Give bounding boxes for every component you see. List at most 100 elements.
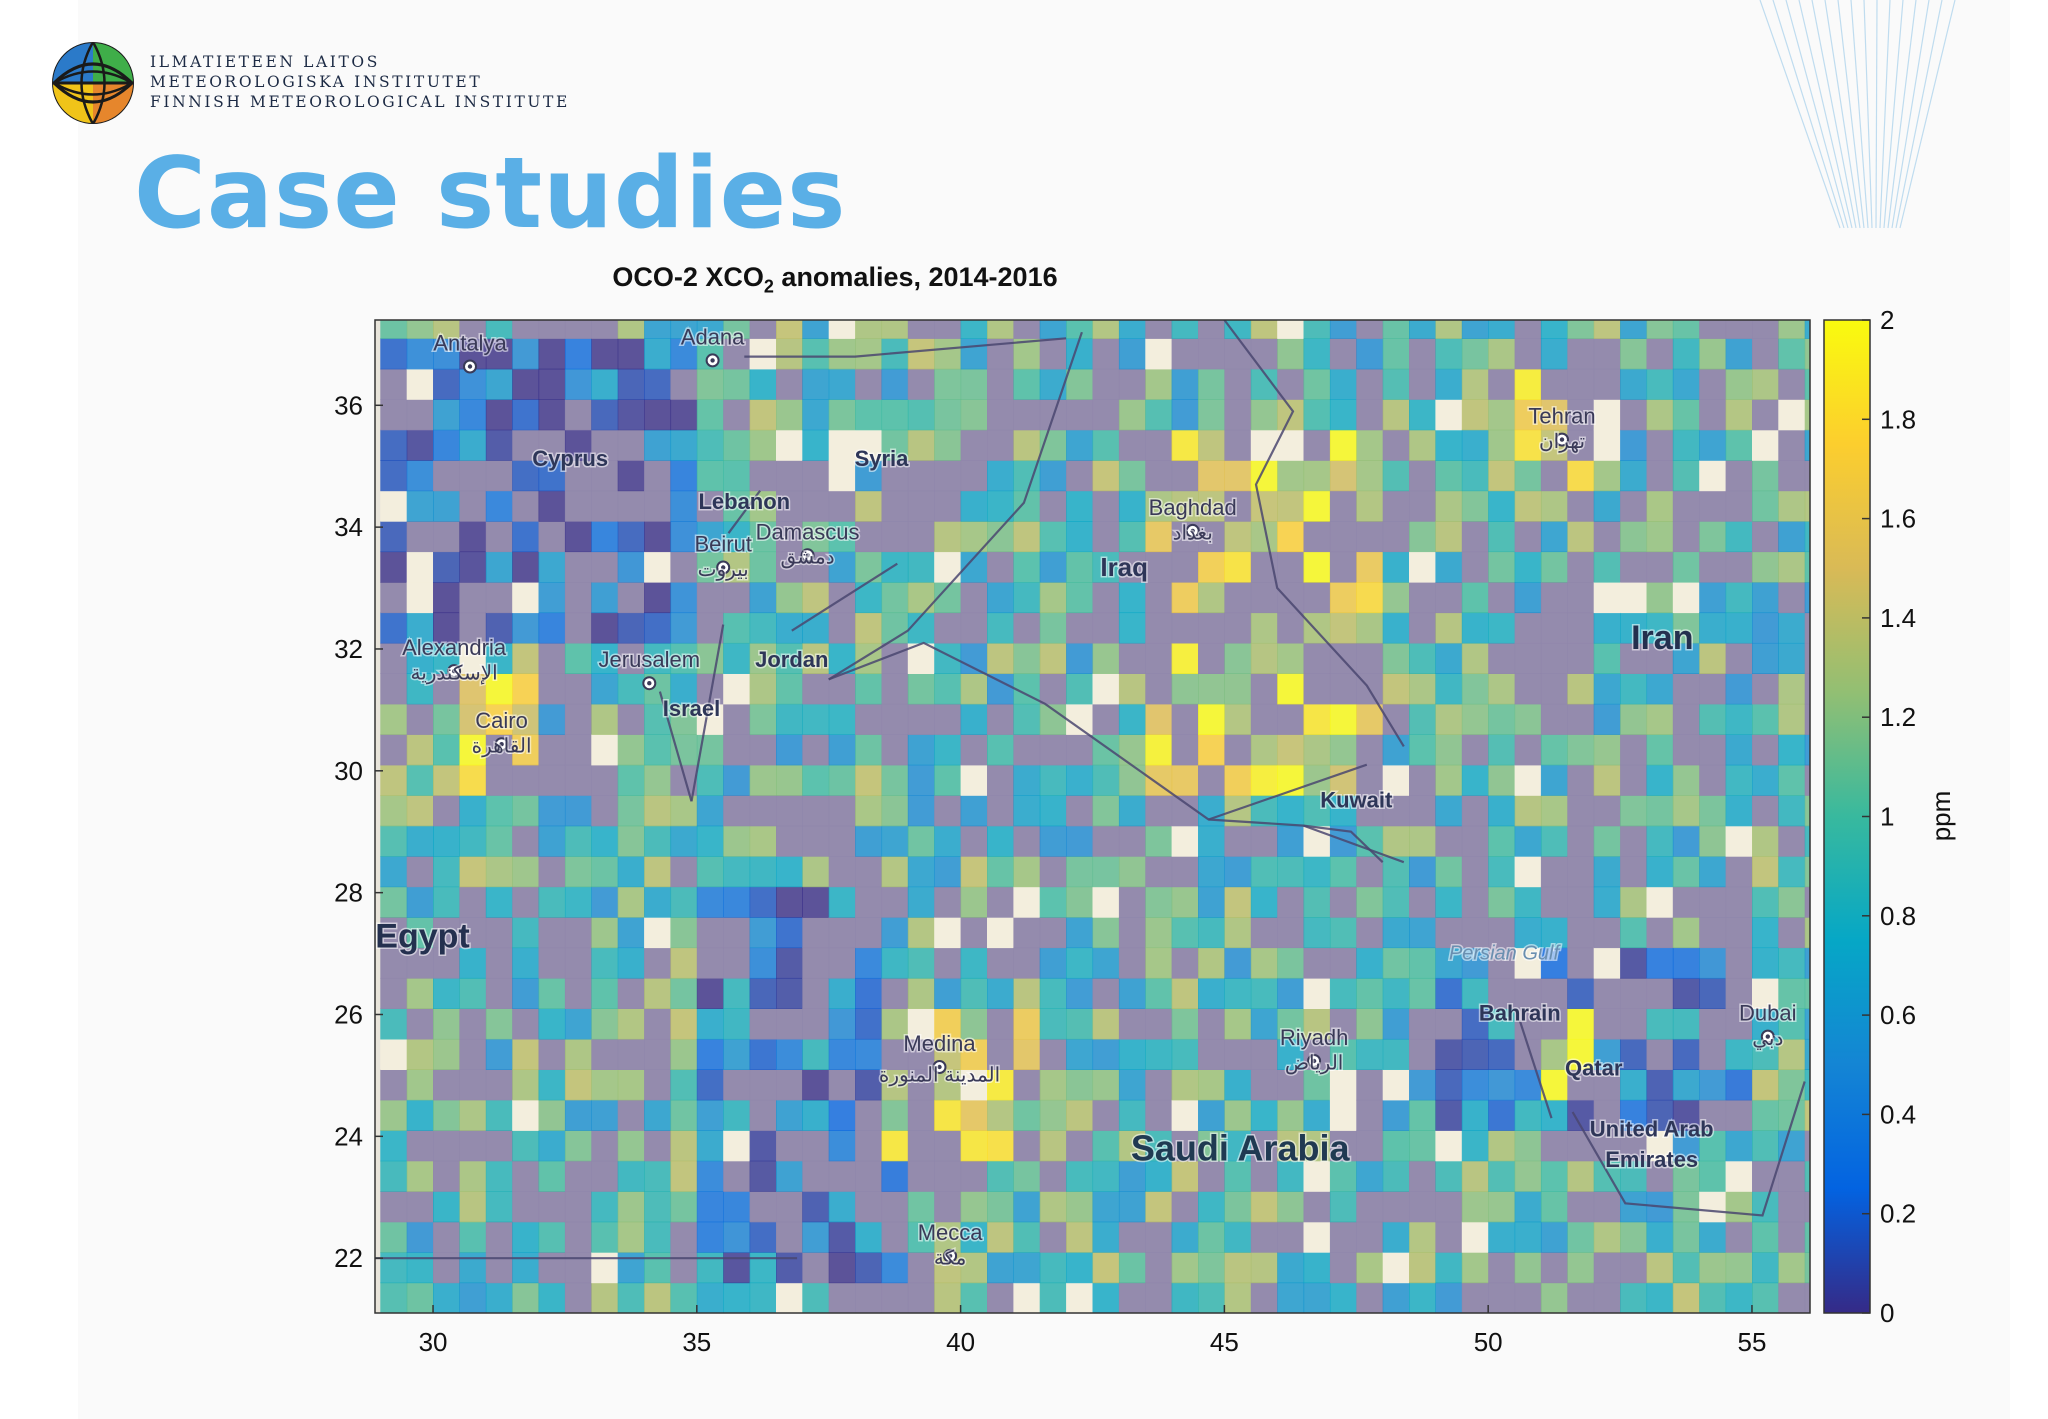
heatmap-cell <box>696 1069 724 1101</box>
heatmap-cell <box>1646 1282 1674 1313</box>
heatmap-cell <box>881 399 909 431</box>
heatmap-cell <box>1646 825 1674 857</box>
heatmap-cell <box>1198 764 1225 796</box>
heatmap-cell <box>1699 1160 1727 1192</box>
heatmap-cell <box>564 947 592 979</box>
heatmap-cell <box>1303 1252 1331 1284</box>
heatmap-cell <box>1171 673 1199 705</box>
heatmap-cell <box>644 521 672 553</box>
heatmap-cell <box>960 1008 988 1040</box>
heatmap-cell <box>1646 551 1674 583</box>
heatmap-cell <box>1725 368 1753 400</box>
map-label: Cyprus <box>532 446 608 471</box>
heatmap-cell <box>1646 399 1674 431</box>
heatmap-cell <box>1013 1191 1041 1223</box>
heatmap-cell <box>1409 764 1436 796</box>
heatmap-cell <box>1092 886 1120 918</box>
heatmap-cell <box>591 977 619 1009</box>
heatmap-cell <box>1356 856 1384 888</box>
heatmap-cell <box>485 1038 513 1070</box>
heatmap-cell <box>1092 1099 1120 1131</box>
heatmap-cell <box>1778 1160 1806 1192</box>
heatmap-cell <box>1329 673 1357 705</box>
heatmap-cell <box>1382 521 1410 553</box>
heatmap-cell <box>723 1099 751 1131</box>
heatmap-cell <box>1013 1008 1041 1040</box>
border-line <box>744 337 1067 358</box>
heatmap-cell <box>723 977 751 1009</box>
heatmap-cell <box>485 642 513 674</box>
heatmap-cell <box>617 338 645 370</box>
heatmap-cell <box>1752 1099 1779 1131</box>
heatmap-cell <box>881 1160 909 1192</box>
heatmap-cell <box>564 825 592 857</box>
heatmap-cell <box>1329 521 1357 553</box>
colorbar-tick-label: 0 <box>1880 1298 1894 1328</box>
heatmap-cell <box>1435 490 1463 522</box>
heatmap-cell <box>1804 764 1810 796</box>
heatmap-cell <box>1250 399 1278 431</box>
heatmap-cell <box>987 886 1014 918</box>
heatmap-cell <box>1250 1069 1278 1101</box>
heatmap-cell <box>828 1252 856 1284</box>
heatmap-cell <box>1514 320 1542 339</box>
heatmap-cell <box>433 947 460 979</box>
fan-line <box>1798 0 1853 229</box>
map-label: تهران <box>1539 431 1585 453</box>
heatmap-cell <box>1224 1282 1252 1313</box>
heatmap-cell <box>987 1099 1014 1131</box>
heatmap-cell <box>1778 320 1806 339</box>
heatmap-cell <box>1224 1130 1252 1162</box>
heatmap-cell <box>1620 1099 1648 1131</box>
heatmap-cell <box>1646 795 1674 827</box>
heatmap-cell <box>1725 917 1753 949</box>
heatmap-cell <box>1567 368 1595 400</box>
heatmap-cell <box>1013 521 1041 553</box>
heatmap-cell <box>617 429 645 461</box>
heatmap-cell <box>1435 734 1463 766</box>
organization-names: ILMATIETEEN LAITOS METEOROLOGISKA INSTIT… <box>150 52 570 112</box>
heatmap-cell <box>433 977 460 1009</box>
heatmap-cell <box>1145 886 1173 918</box>
heatmap-cell <box>380 734 408 766</box>
heatmap-cell <box>1804 703 1810 735</box>
heatmap-cell <box>406 825 434 857</box>
heatmap-cell <box>1356 338 1384 370</box>
heatmap-cell <box>1066 795 1094 827</box>
heatmap-cell <box>1171 703 1199 735</box>
heatmap-cell <box>538 1008 566 1040</box>
heatmap-cell <box>1699 977 1727 1009</box>
heatmap-cell <box>485 368 513 400</box>
fan-lines-icon <box>1759 0 1956 229</box>
map-label: مكة <box>934 1247 966 1269</box>
heatmap-cell <box>1277 856 1305 888</box>
heatmap-cell <box>1198 521 1225 553</box>
heatmap-cell <box>1672 551 1700 583</box>
heatmap-cell <box>485 947 513 979</box>
heatmap-cell <box>1066 856 1094 888</box>
heatmap-cell <box>1804 399 1810 431</box>
map-label: Saudi Arabia <box>1131 1128 1351 1169</box>
heatmap-cell <box>1725 1252 1753 1284</box>
heatmap-cell <box>1725 1160 1753 1192</box>
heatmap-cell <box>433 856 460 888</box>
heatmap-cell <box>1593 764 1621 796</box>
heatmap-cell <box>723 947 751 979</box>
heatmap-cell <box>538 320 566 339</box>
heatmap-cell <box>1013 977 1041 1009</box>
city-marker-dot <box>647 681 652 686</box>
heatmap-cell <box>1725 1038 1753 1070</box>
heatmap-cell <box>1725 703 1753 735</box>
heatmap-cell <box>934 612 962 644</box>
heatmap-cell <box>1145 1038 1173 1070</box>
heatmap-cell <box>617 886 645 918</box>
heatmap-cell <box>670 795 698 827</box>
heatmap-cell <box>907 734 935 766</box>
heatmap-cell <box>459 795 487 827</box>
heatmap-cell <box>1593 825 1621 857</box>
heatmap-cell <box>1752 368 1779 400</box>
heatmap-cell <box>433 703 460 735</box>
heatmap-cell <box>855 521 883 553</box>
heatmap-cell <box>776 795 803 827</box>
heatmap-cell <box>1039 320 1067 339</box>
